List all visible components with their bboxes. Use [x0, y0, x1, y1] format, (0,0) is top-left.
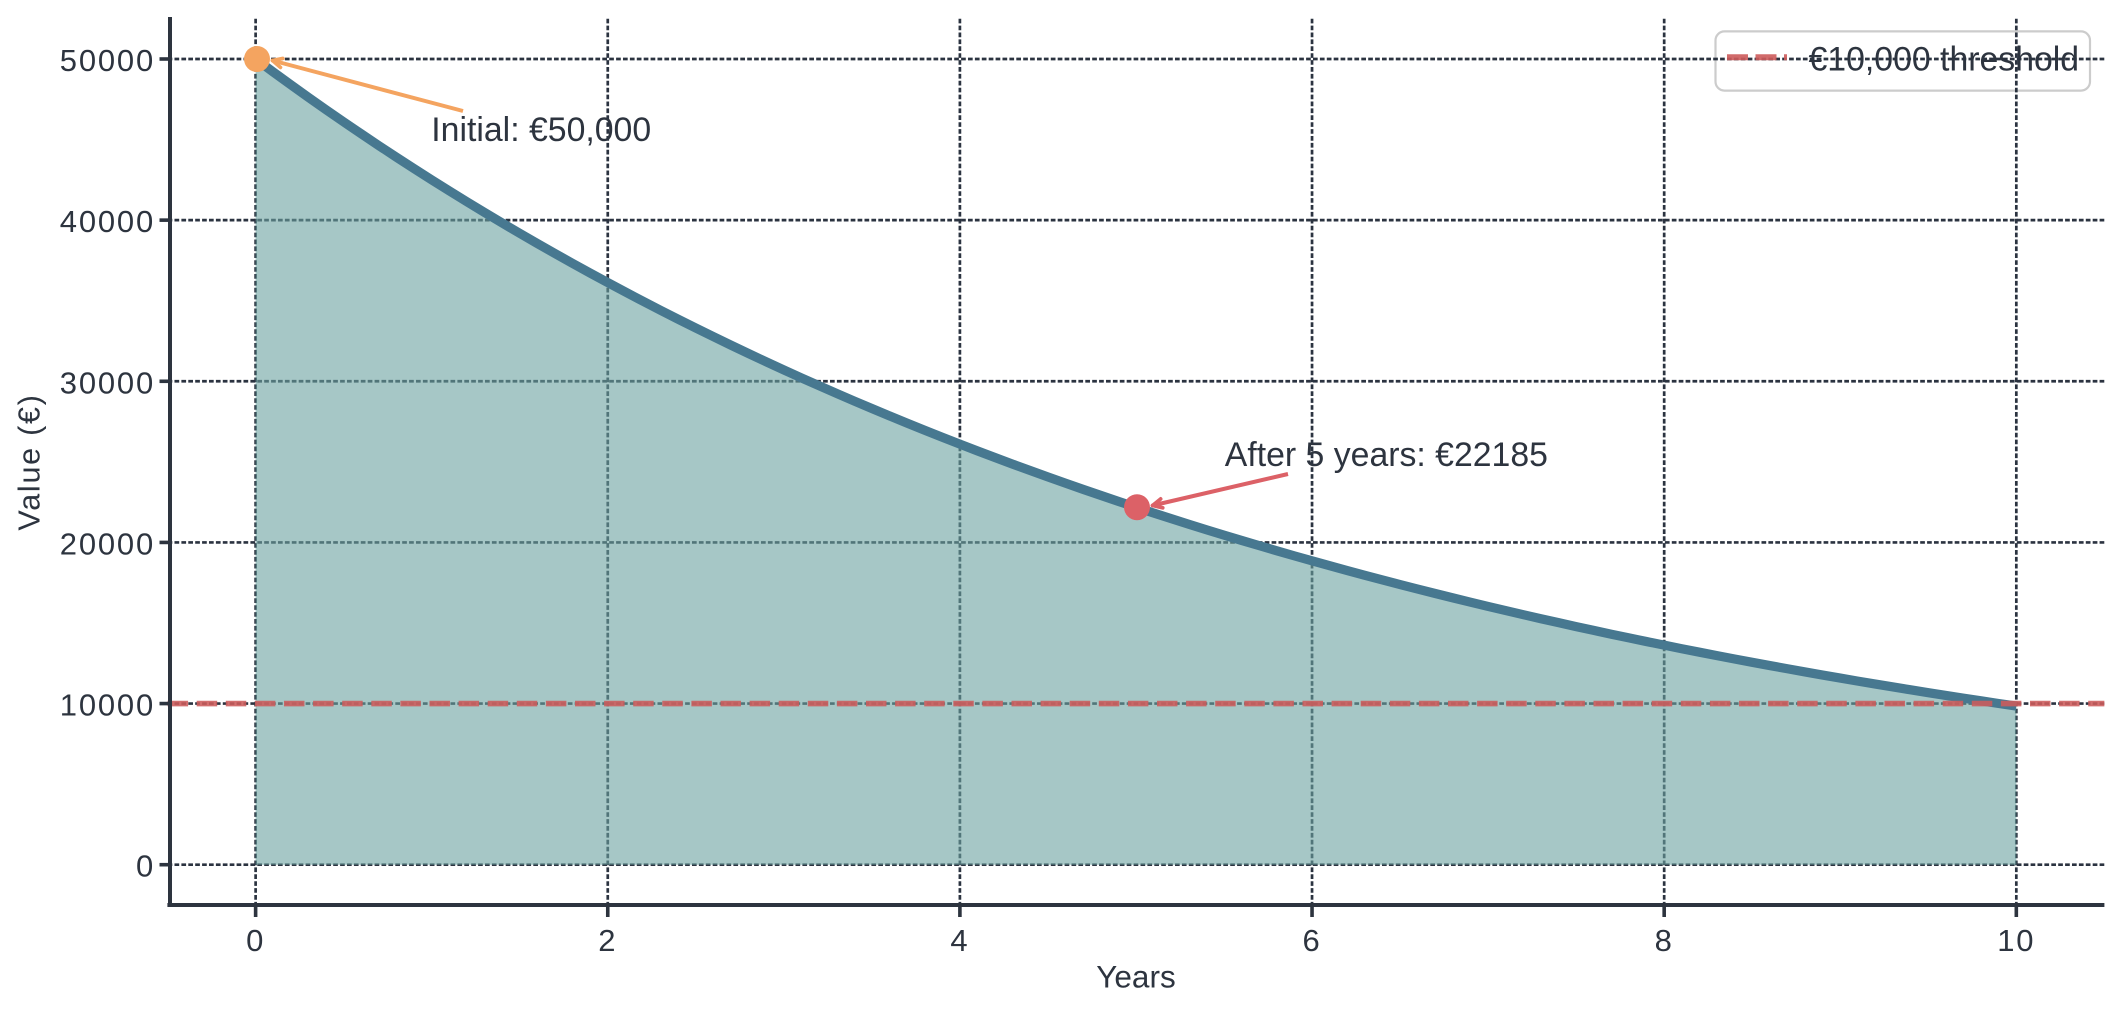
- svg-text:Initial: €50,000: Initial: €50,000: [431, 111, 651, 149]
- svg-text:0: 0: [246, 923, 265, 958]
- svg-text:40000: 40000: [60, 204, 155, 239]
- svg-text:Years: Years: [1096, 959, 1175, 995]
- svg-text:10: 10: [1997, 923, 2035, 958]
- svg-text:After 5 years: €22185: After 5 years: €22185: [1225, 436, 1548, 474]
- svg-text:50000: 50000: [60, 43, 155, 78]
- svg-text:30000: 30000: [60, 365, 155, 400]
- svg-text:0: 0: [136, 849, 155, 884]
- svg-text:4: 4: [950, 923, 969, 958]
- svg-text:2: 2: [598, 923, 617, 958]
- svg-text:8: 8: [1655, 923, 1674, 958]
- svg-text:6: 6: [1303, 923, 1322, 958]
- svg-text:Value (€): Value (€): [13, 393, 47, 530]
- svg-text:10000: 10000: [60, 688, 155, 723]
- svg-text:20000: 20000: [60, 526, 155, 561]
